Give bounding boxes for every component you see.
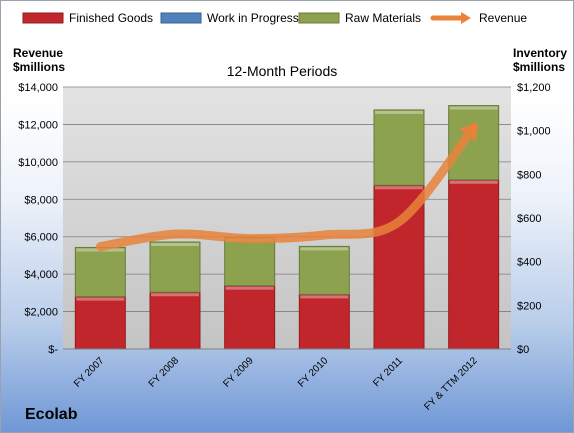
finished-goods-legend-label: Finished Goods [69,11,153,25]
finished-goods-bar-highlight [151,293,199,297]
category-label: FY & TTM 2012 [422,355,480,413]
left-tick-label: $12,000 [18,119,58,131]
plot-area [63,87,511,349]
category-label: FY 2008 [147,355,182,390]
finished-goods-legend-swatch [22,12,64,24]
raw-materials-bar [448,105,500,181]
revenue-legend-arrow [461,12,471,24]
left-axis-title-line2: $millions [13,60,65,74]
raw-materials-bar-highlight [449,106,498,110]
raw-materials-bar [149,241,201,293]
right-tick-label: $1,000 [517,126,551,138]
raw-materials-legend-label: Raw Materials [345,11,421,25]
category-label: FY 2007 [72,355,107,390]
revenue-legend-label: Revenue [479,11,527,25]
finished-goods-bar-highlight [225,286,274,290]
left-tick-label: $8,000 [24,194,58,206]
finished-goods-bar [74,296,126,350]
finished-goods-bar [448,179,500,350]
raw-materials-bar-highlight [375,110,423,114]
category-label: FY 2009 [221,355,256,390]
raw-materials-bar [74,246,126,298]
left-tick-label: $4,000 [24,269,58,281]
raw-materials-bar-highlight [300,247,349,251]
company-name: Ecolab [25,406,78,423]
left-tick-label: $14,000 [18,82,58,94]
finished-goods-bar-highlight [375,186,423,190]
right-axis-title-line2: $millions [513,60,565,74]
right-tick-label: $200 [517,300,541,312]
raw-materials-bar [298,245,350,295]
work-in-progress-legend-swatch [160,12,202,24]
left-axis-title-line1: Revenue [13,46,63,60]
raw-materials-bar-highlight [151,243,199,247]
work-in-progress-legend-label: Work in Progress [207,11,299,25]
raw-materials-legend-swatch [298,12,340,24]
left-tick-label: $10,000 [18,157,58,169]
left-tick-label: $2,000 [24,307,58,319]
finished-goods-bar-highlight [449,180,498,184]
raw-materials-bar [224,237,276,287]
right-tick-label: $800 [517,169,541,181]
chart-title: 12-Month Periods [227,63,338,79]
category-label: FY 2010 [296,355,331,390]
finished-goods-bar [149,291,201,350]
right-axis-title-line1: Inventory [513,46,567,60]
raw-materials-bar [373,109,425,186]
finished-goods-bar [298,293,350,350]
category-label: FY 2011 [371,355,405,389]
right-tick-label: $400 [517,257,541,269]
revenue-arrowhead [458,122,478,143]
finished-goods-bar-highlight [76,297,125,301]
finished-goods-bar [224,285,276,350]
finished-goods-bar-highlight [300,295,349,299]
left-tick-label: $- [48,344,58,356]
revenue-line [95,122,479,252]
right-tick-label: $1,200 [517,82,551,94]
right-tick-label: $600 [517,213,541,225]
left-tick-label: $6,000 [24,232,58,244]
right-tick-label: $0 [517,344,529,356]
